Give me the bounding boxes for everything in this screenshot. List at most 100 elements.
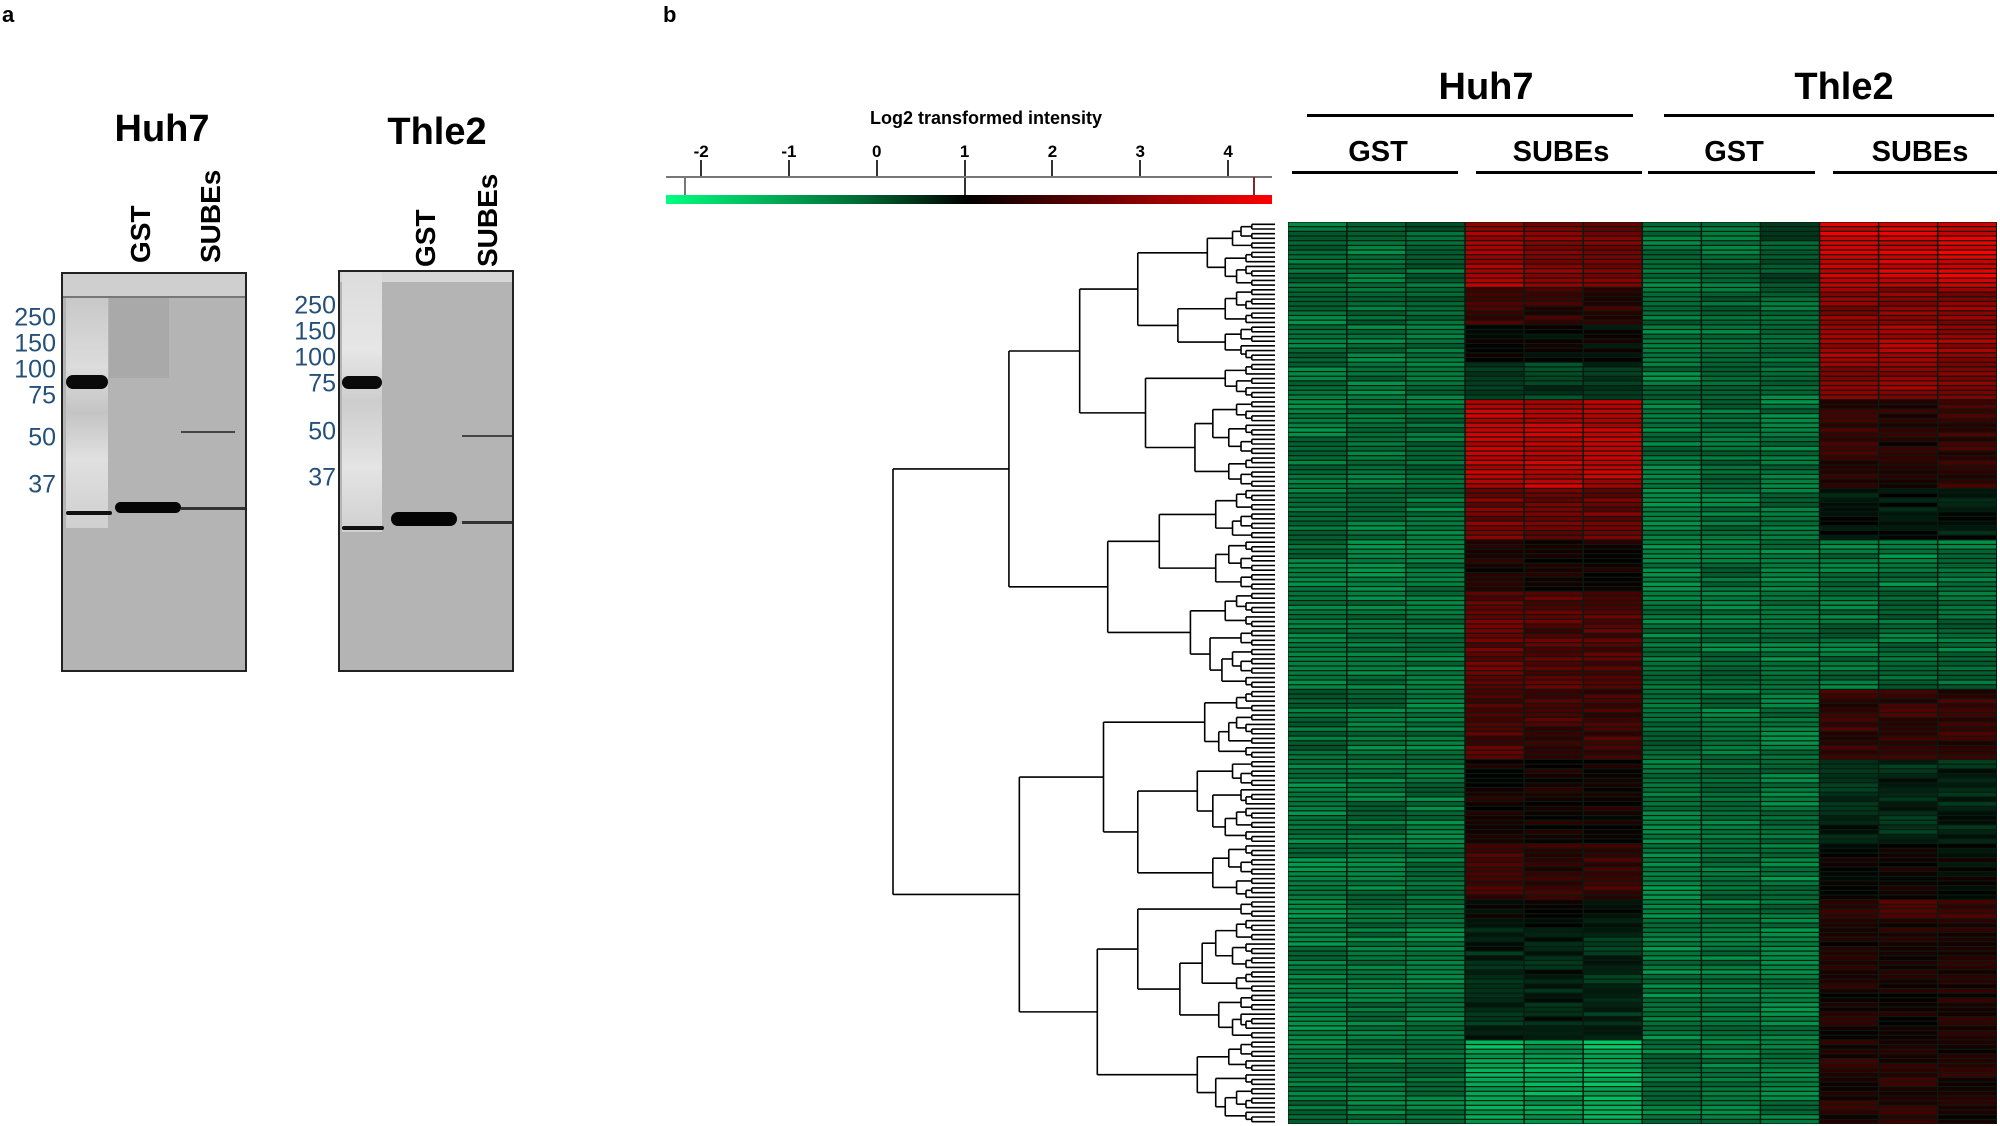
heatmap-cell — [1347, 975, 1406, 979]
heatmap-cell — [1583, 647, 1642, 652]
heatmap-cell — [1820, 311, 1878, 315]
heatmap-cell — [1761, 395, 1819, 399]
heatmap-cell — [1938, 792, 1996, 797]
heatmap-cell — [1702, 778, 1760, 783]
heatmap-cell — [1347, 255, 1406, 259]
heatmap-cell — [1879, 288, 1937, 292]
heatmap-cell — [1465, 245, 1524, 250]
heatmap-cell — [1524, 890, 1583, 895]
heatmap-cell — [1702, 760, 1760, 764]
heatmap-cell — [1347, 451, 1406, 456]
heatmap-cell — [1702, 633, 1760, 638]
heatmap-cell — [1879, 409, 1937, 414]
marker-label: 250 — [294, 291, 336, 320]
heatmap-cell — [1820, 274, 1878, 278]
heatmap-cell — [1583, 727, 1642, 731]
heatmap-cell — [1347, 750, 1406, 755]
heatmap-cell — [1465, 456, 1524, 460]
heatmap-cell — [1643, 750, 1701, 755]
heatmap-cell — [1406, 699, 1465, 703]
heatmap-cell — [1288, 512, 1347, 516]
heatmap-cell — [1643, 764, 1701, 769]
heatmap-cell — [1524, 1096, 1583, 1101]
heatmap-cell — [1347, 778, 1406, 783]
heatmap-cell — [1820, 1105, 1878, 1110]
heatmap-cell — [1761, 414, 1819, 418]
heatmap-cell — [1465, 334, 1524, 339]
heatmap-cell — [1288, 241, 1347, 245]
heatmap-cell — [1347, 890, 1406, 895]
heatmap-cell — [1643, 362, 1701, 367]
heatmap-cell — [1288, 736, 1347, 741]
heatmap-cell — [1879, 661, 1937, 666]
heatmap-cell — [1879, 503, 1937, 507]
heatmap-cell — [1524, 372, 1583, 376]
heatmap-cell — [1288, 236, 1347, 241]
heatmap-cell — [1288, 330, 1347, 334]
heatmap-cell — [1938, 970, 1996, 974]
heatmap-cell — [1938, 227, 1996, 231]
heatmap-cell — [1288, 947, 1347, 951]
heatmap-cell — [1820, 320, 1878, 325]
heatmap-cell — [1761, 797, 1819, 801]
heatmap-cell — [1583, 484, 1642, 488]
heatmap-cell — [1524, 1007, 1583, 1012]
heatmap-cell — [1702, 488, 1760, 493]
heatmap-cell — [1643, 283, 1701, 287]
heatmap-cell — [1643, 699, 1701, 703]
heatmap-cell — [1643, 531, 1701, 535]
heatmap-cell — [1643, 549, 1701, 554]
heatmap-cell — [1288, 409, 1347, 414]
heatmap-cell — [1465, 872, 1524, 876]
heatmap-cell — [1524, 1063, 1583, 1068]
heatmap-cell — [1761, 348, 1819, 353]
heatmap-cell — [1702, 250, 1760, 255]
heatmap-cell — [1938, 820, 1996, 825]
heatmap-cell — [1406, 474, 1465, 479]
heatmap-cell — [1702, 554, 1760, 558]
heatmap-cell — [1879, 1091, 1937, 1096]
heatmap-cell — [1643, 465, 1701, 470]
heatmap-cell — [1702, 1063, 1760, 1068]
heatmap-cell — [1702, 222, 1760, 227]
heatmap-cell — [1406, 563, 1465, 568]
heatmap-cell — [1583, 563, 1642, 568]
heatmap-cell — [1938, 269, 1996, 273]
heatmap-cell — [1406, 493, 1465, 498]
heatmap-cell — [1938, 395, 1996, 399]
heatmap-cell — [1702, 1101, 1760, 1105]
heatmap-cell — [1761, 1035, 1819, 1040]
heatmap-cell — [1761, 909, 1819, 914]
heatmap-cell — [1702, 348, 1760, 353]
heatmap-cell — [1879, 493, 1937, 498]
heatmap-cell — [1288, 802, 1347, 806]
heatmap-cell — [1465, 372, 1524, 376]
heatmap-cell — [1583, 792, 1642, 797]
heatmap-cell — [1347, 1003, 1406, 1007]
heatmap-cell — [1288, 1040, 1347, 1044]
heatmap-cell — [1524, 713, 1583, 717]
heatmap-cell — [1524, 825, 1583, 829]
heatmap-cell — [1761, 619, 1819, 624]
heatmap-cell — [1524, 601, 1583, 605]
heatmap-cell — [1347, 858, 1406, 862]
heatmap-cell — [1820, 563, 1878, 568]
heatmap-cell — [1702, 1105, 1760, 1110]
heatmap-cell — [1347, 596, 1406, 600]
heatmap-cell — [1583, 732, 1642, 736]
heatmap-cell — [1465, 241, 1524, 245]
heatmap-cell — [1761, 255, 1819, 259]
heatmap-cell — [1583, 517, 1642, 521]
heatmap-cell — [1465, 503, 1524, 507]
heatmap-cell — [1524, 596, 1583, 600]
heatmap-cell — [1524, 605, 1583, 610]
heatmap-cell — [1288, 713, 1347, 717]
heatmap-cell — [1702, 255, 1760, 259]
heatmap-cell — [1879, 1105, 1937, 1110]
heatmap-cell — [1347, 339, 1406, 343]
heatmap-cell — [1583, 722, 1642, 727]
heatmap-cell — [1938, 278, 1996, 283]
heatmap-cell — [1702, 591, 1760, 596]
heatmap-cell — [1347, 493, 1406, 498]
heatmap-cell — [1702, 442, 1760, 446]
